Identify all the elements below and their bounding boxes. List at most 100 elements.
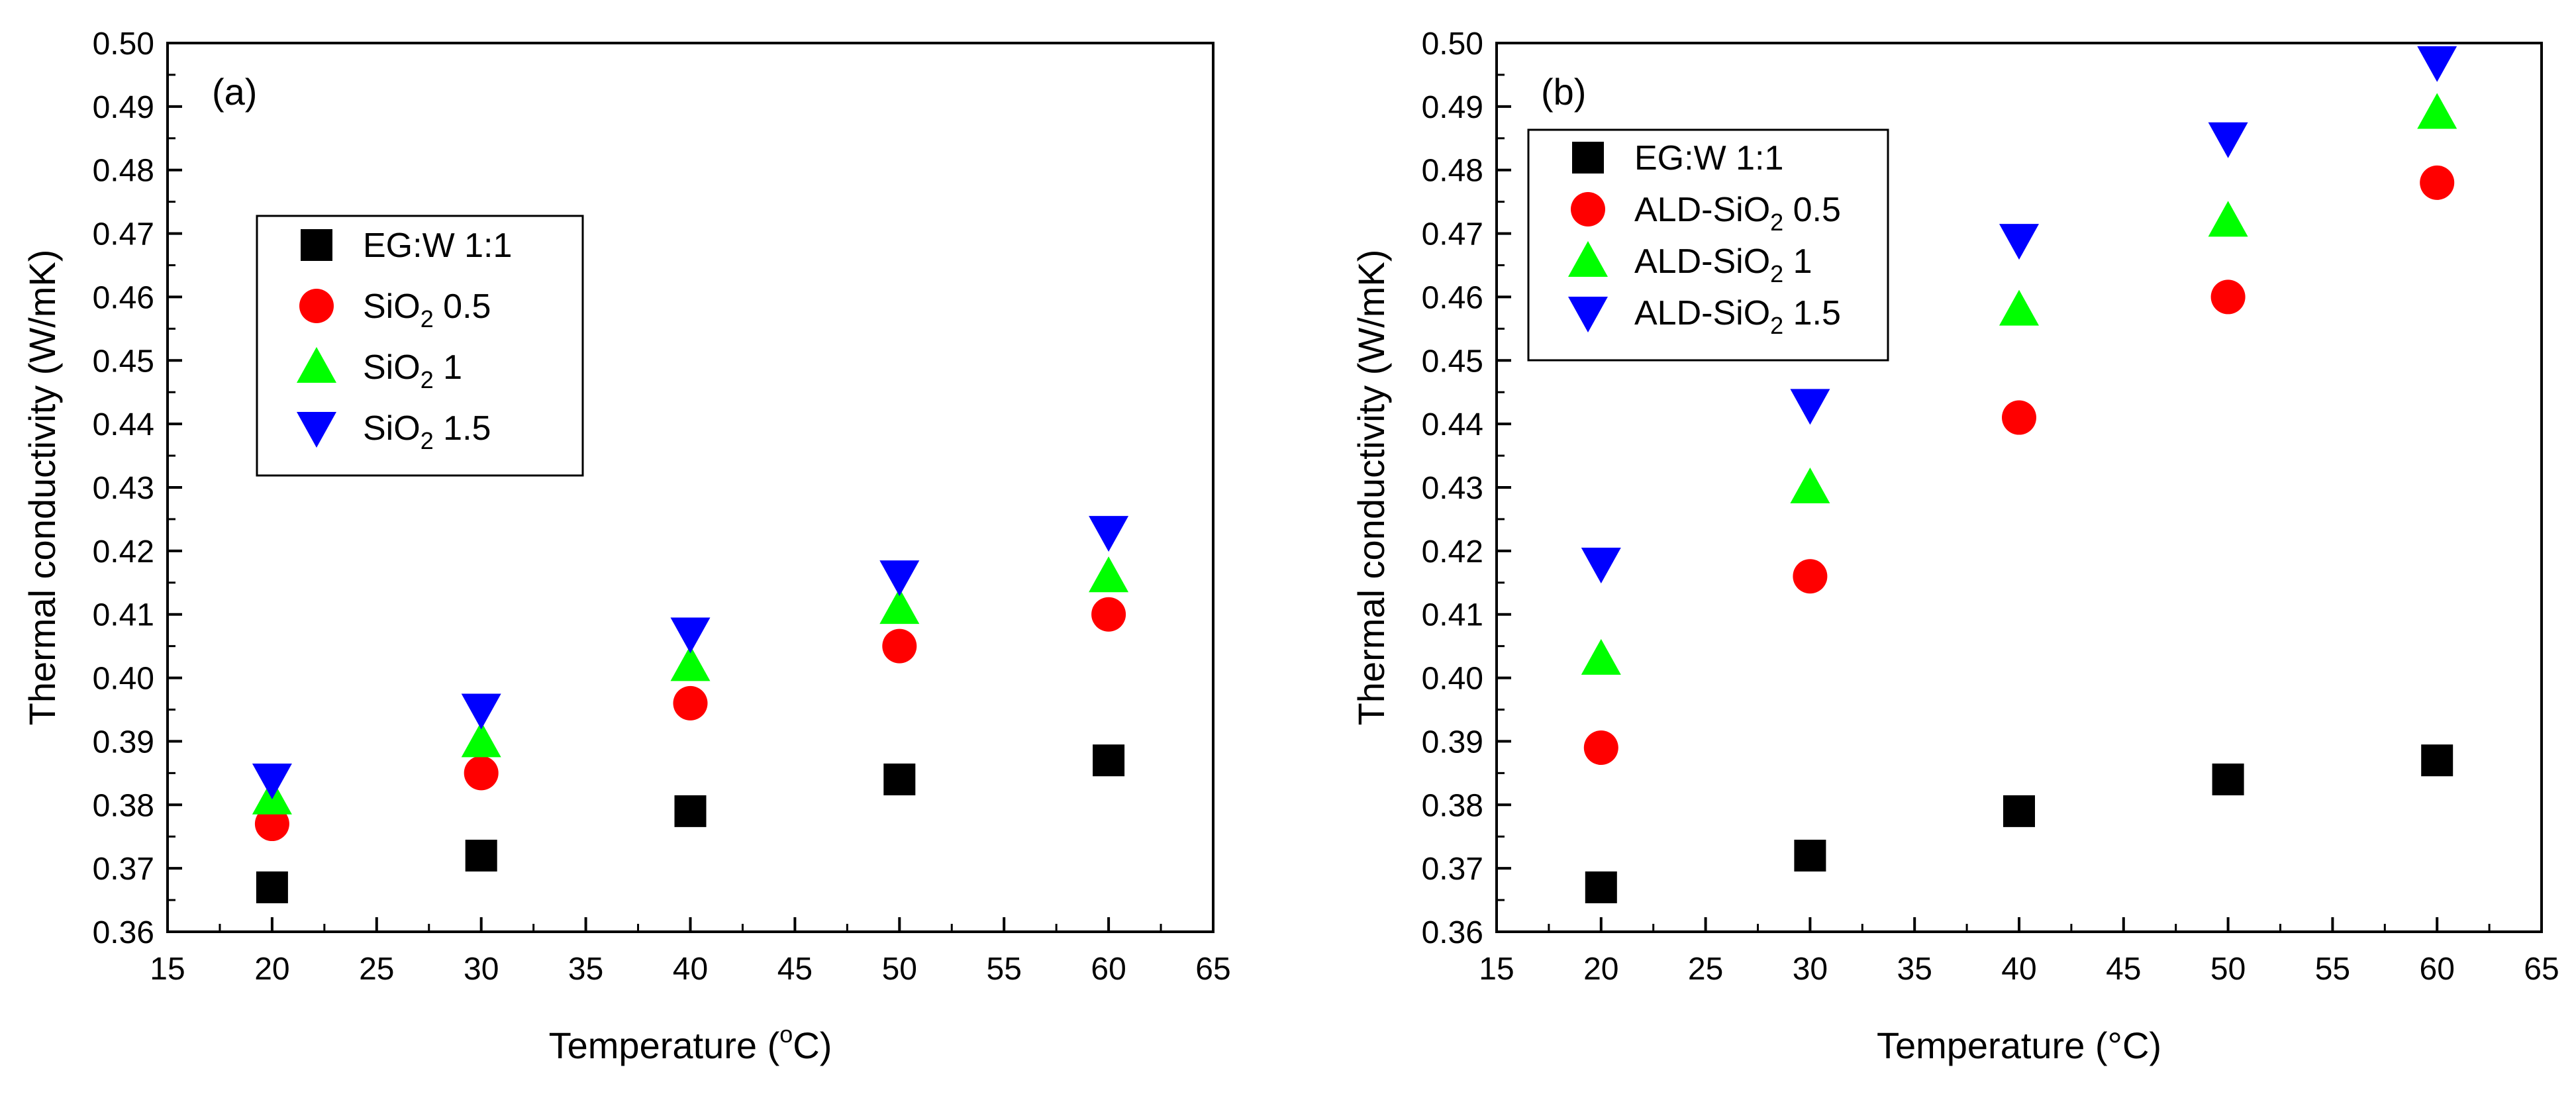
x-tick-label: 55 [987,952,1022,987]
y-tick-label: 0.43 [1422,471,1483,506]
panel-label: (b) [1541,71,1586,113]
legend-label: EG:W 1:1 [1634,139,1783,177]
x-tick-label: 40 [2001,952,2036,987]
panel-b: 15 20 25 30 35 40 45 50 55 60 65 0.36 0.37 0.38 0.39 0.… [1350,26,2559,1066]
legend-marker [1568,241,1608,277]
y-tick-label: 0.41 [93,598,154,633]
x-tick-label: 50 [2210,952,2246,987]
x-tick-label: 15 [150,952,185,987]
x-tick-label: 45 [2106,952,2141,987]
data-point [2212,763,2244,795]
data-point [254,807,289,842]
legend-label: ALD-SiO2 1.5 [1634,294,1841,339]
x-tick-label: 45 [777,952,813,987]
y-tick-label: 0.50 [1422,26,1483,62]
y-tick-label: 0.37 [93,852,154,887]
x-tick-label: 20 [1583,952,1618,987]
data-point [1583,730,1618,766]
y-axis-title: Thermal conductivity (W/mK) [1350,250,1392,726]
legend-marker [297,412,336,448]
x-tick-label: 40 [673,952,708,987]
y-tick-label: 0.43 [93,471,154,506]
legend-label: SiO2 1 [363,348,462,393]
data-point [2421,744,2453,777]
x-tick-label: 60 [2420,952,2455,987]
data-point [464,756,499,791]
x-tick-label: 55 [2315,952,2350,987]
data-point [1581,638,1621,675]
y-tick-label: 0.38 [1422,788,1483,823]
legend-marker [1571,192,1605,226]
data-point [673,685,708,721]
data-point [1089,516,1129,552]
y-tick-label: 0.47 [1422,217,1483,252]
legend-label: SiO2 0.5 [363,287,491,332]
series-2 [1581,93,2457,675]
series-0 [256,744,1125,903]
panel-a: 15 20 25 30 35 40 45 50 55 60 65 0.36 0.37 0.38 0.39 0.… [21,26,1231,1066]
x-tick-label: 15 [1479,952,1514,987]
x-tick-label: 35 [568,952,603,987]
data-point [1581,548,1621,584]
data-point [879,588,920,624]
x-tick-label: 25 [1688,952,1723,987]
data-point [670,617,711,654]
y-tick-label: 0.47 [93,217,154,252]
series-1 [1583,165,2455,766]
data-point [674,795,707,827]
data-point [2208,201,2248,237]
data-point [2420,165,2455,200]
data-point [1790,389,1830,425]
legend-marker [299,289,334,323]
data-point [2003,795,2035,827]
data-point [1999,289,2039,326]
x-axis-title: Temperature (°C) [1877,1024,2161,1066]
legend: EG:W 1:1 SiO2 0.5 SiO2 1 SiO2 1.5 [256,215,584,477]
data-point [256,871,288,903]
legend: EG:W 1:1 ALD-SiO2 0.5 ALD-SiO2 1 ALD-SiO2 1… [1527,128,1889,362]
series-3 [252,516,1129,799]
data-point [1793,559,1828,594]
series-2 [252,556,1129,815]
x-tick-label: 25 [359,952,394,987]
y-tick-label: 0.37 [1422,852,1483,887]
y-tick-label: 0.44 [93,407,154,442]
x-tick-label: 20 [254,952,289,987]
y-tick-label: 0.50 [93,26,154,62]
y-tick-label: 0.49 [93,90,154,125]
legend-marker [297,347,336,383]
data-point [2417,93,2457,129]
data-point [2417,46,2457,82]
data-point [1999,224,2039,260]
legend-label: SiO2 1.5 [363,409,491,454]
x-tick-label: 35 [1897,952,1932,987]
panel-label: (a) [212,71,257,113]
data-point [465,839,497,872]
y-tick-label: 0.48 [1422,154,1483,189]
data-point [883,763,916,795]
data-point [882,628,917,664]
x-tick-label: 30 [464,952,499,987]
data-point [2210,279,2246,315]
data-point [1091,597,1126,632]
x-axis-title: Temperature (oC) [549,1021,832,1066]
data-point [1585,871,1617,903]
y-tick-label: 0.36 [93,915,154,950]
data-point [1794,839,1826,872]
y-tick-label: 0.46 [93,280,154,315]
data-point [2002,400,2036,435]
legend-marker [301,229,332,261]
data-point [1093,744,1125,777]
x-tick-label: 65 [2524,952,2559,987]
y-tick-label: 0.41 [1422,598,1483,633]
x-tick-label: 60 [1091,952,1126,987]
y-tick-label: 0.49 [1422,90,1483,125]
legend-label: EG:W 1:1 [363,226,512,265]
series-1 [254,597,1126,842]
series-0 [1585,744,2453,903]
data-point [1790,468,1830,503]
y-tick-label: 0.39 [93,724,154,760]
x-tick-label: 30 [1793,952,1828,987]
y-axis-title: Thermal conductivity (W/mK) [21,250,63,726]
data-point [670,645,711,681]
